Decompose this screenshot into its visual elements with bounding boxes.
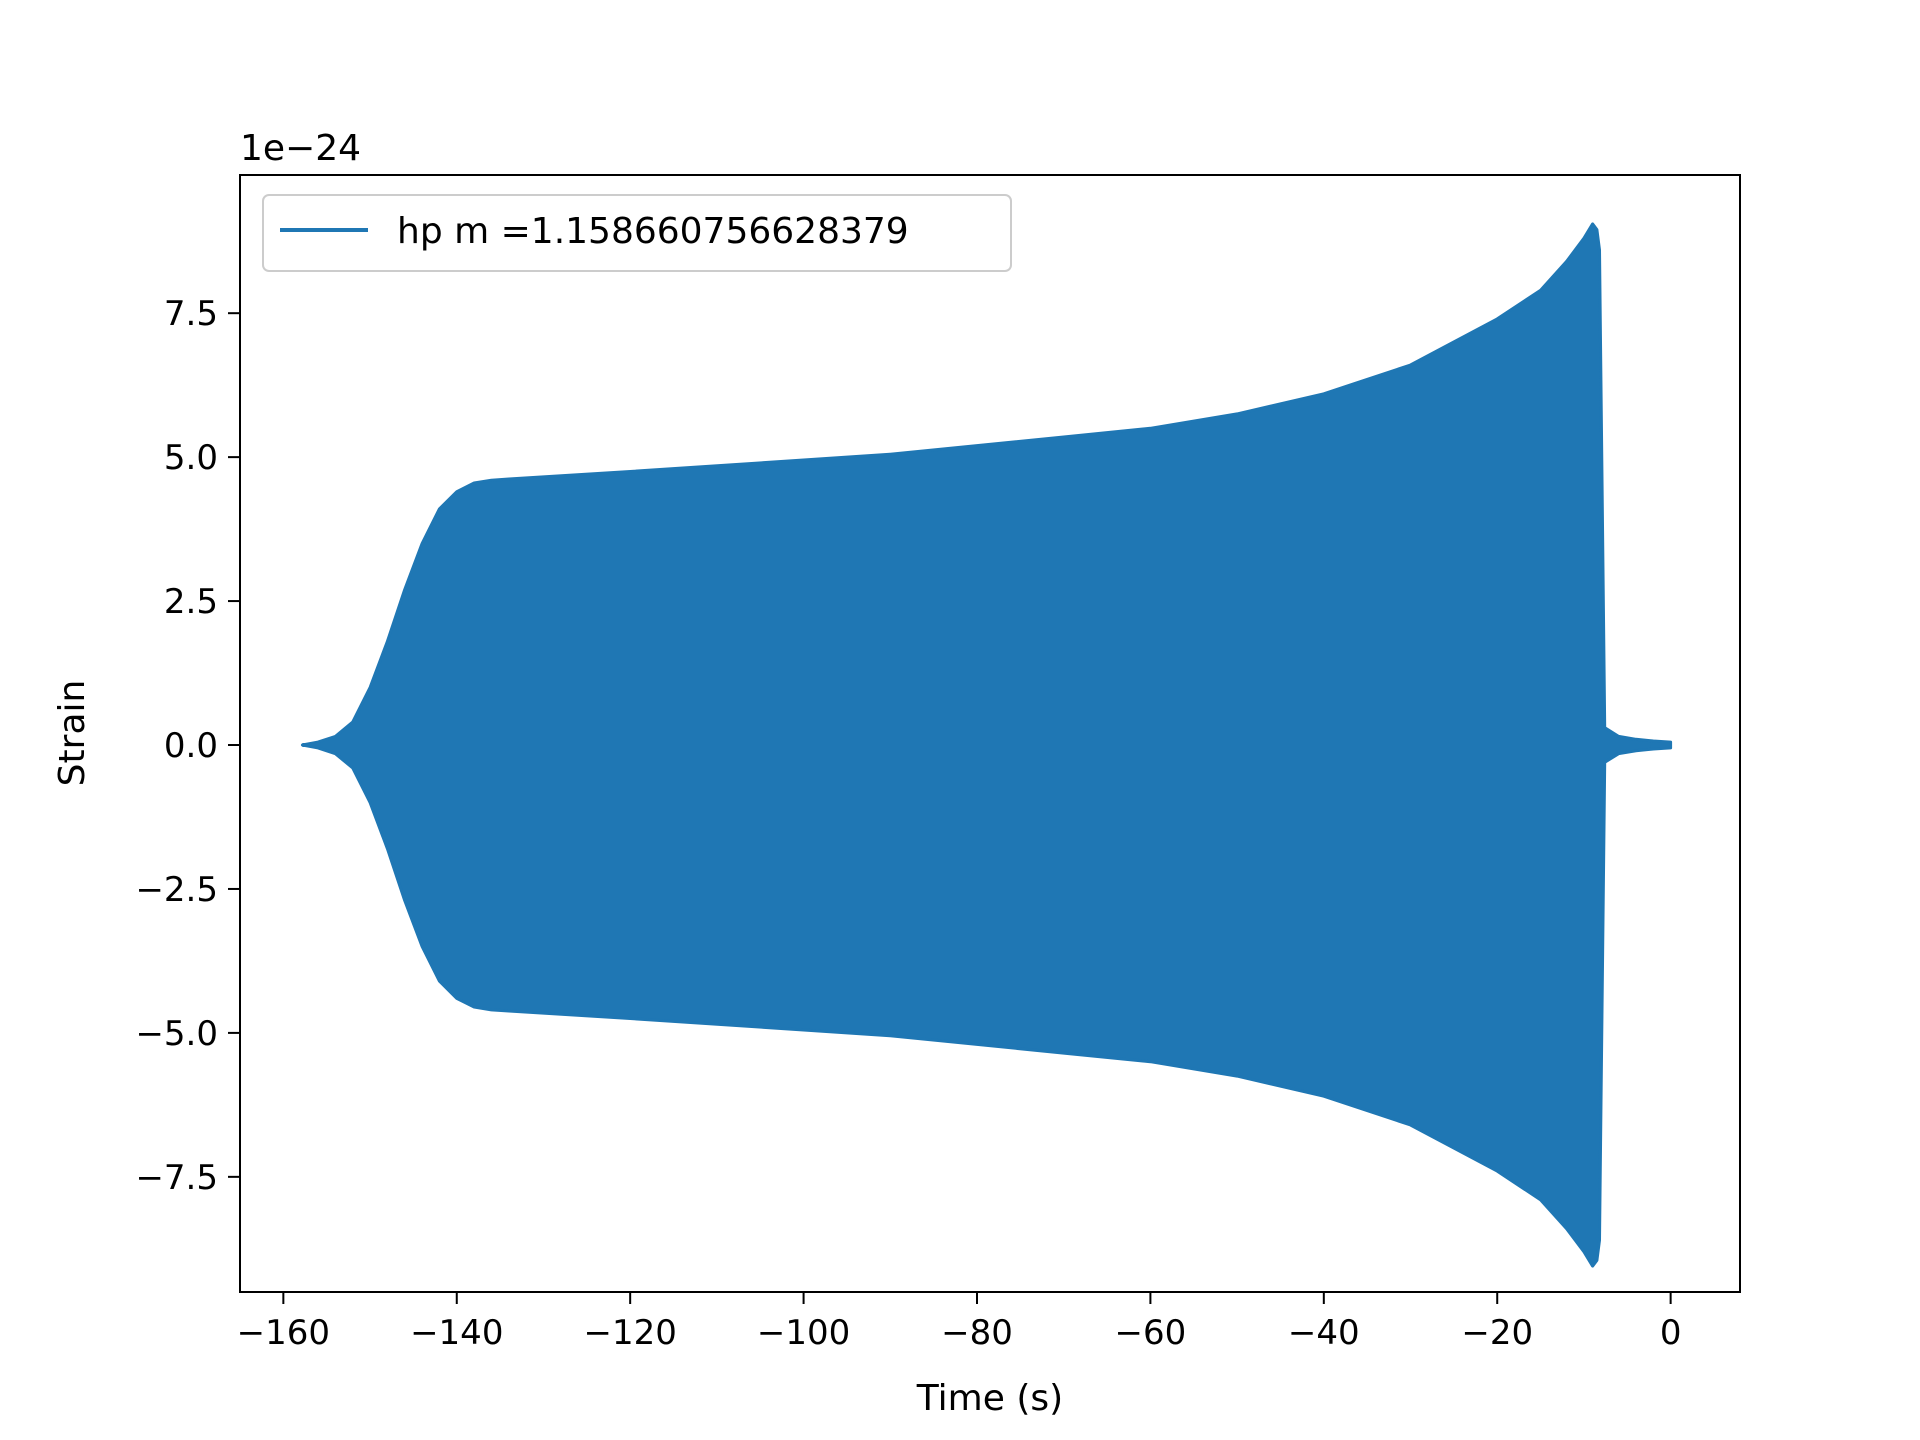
x-tick-label: −140	[410, 1313, 503, 1353]
y-axis-ticks: −7.5 −5.0 −2.5 0.0 2.5 5.0 7.5	[135, 294, 240, 1198]
axes-frame	[239, 174, 1741, 1293]
x-tick-label: −100	[757, 1313, 850, 1353]
legend: hp m =1.158660756628379	[262, 194, 1012, 272]
x-tick-label: −60	[1115, 1313, 1187, 1353]
x-axis-label: Time (s)	[916, 1378, 1063, 1419]
x-tick-label: −40	[1288, 1313, 1360, 1353]
y-tick-label: −5.0	[135, 1014, 218, 1054]
legend-label-hp: hp m =1.158660756628379	[397, 211, 909, 252]
series-layer	[300, 222, 1673, 1268]
x-tick-label: 0	[1660, 1313, 1682, 1353]
y-tick-label: −2.5	[135, 870, 218, 910]
y-tick-label: 2.5	[164, 582, 218, 622]
y-offset-label: 1e−24	[240, 128, 361, 169]
plot-area	[239, 174, 1741, 1293]
y-tick-label: 7.5	[164, 294, 218, 334]
y-tick-label: 5.0	[164, 438, 218, 478]
y-axis-label: Strain	[52, 680, 93, 787]
y-tick-label: −7.5	[135, 1158, 218, 1198]
legend-box	[262, 194, 1012, 272]
x-tick-label: −20	[1461, 1313, 1533, 1353]
x-tick-label: −80	[941, 1313, 1013, 1353]
x-axis-ticks: −160 −140 −120 −100 −80 −60 −40 −20 0	[237, 1292, 1682, 1353]
x-tick-label: −120	[583, 1313, 676, 1353]
y-tick-label: 0.0	[164, 726, 218, 766]
x-tick-label: −160	[237, 1313, 330, 1353]
